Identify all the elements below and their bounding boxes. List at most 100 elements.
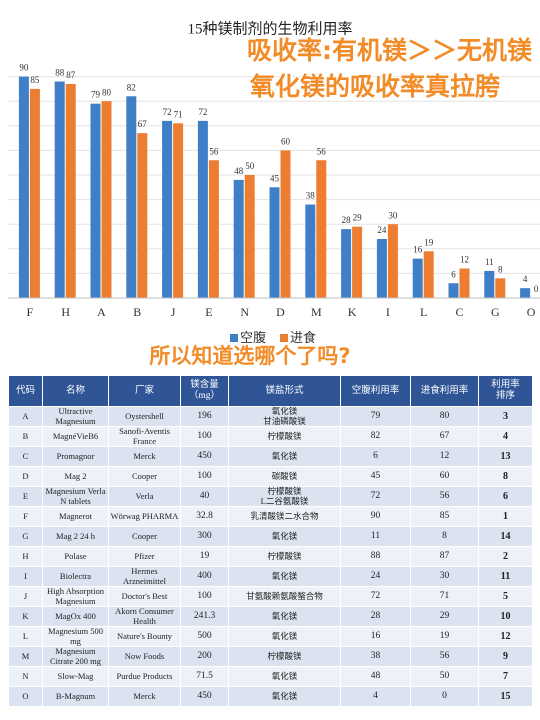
table-cell: 19 <box>410 626 479 647</box>
table-cell: 67 <box>410 426 479 447</box>
table-cell: 196 <box>180 406 229 427</box>
bar <box>269 187 280 298</box>
x-tick-label: O <box>527 305 536 319</box>
data-label: 50 <box>245 161 255 171</box>
table-cell: 1 <box>478 506 533 527</box>
table-cell: Oystershell <box>108 406 181 427</box>
x-tick-label: C <box>455 305 463 319</box>
data-label: 48 <box>234 166 244 176</box>
legend-swatch <box>280 334 288 342</box>
table-cell: Mag 2 24 h <box>42 526 109 547</box>
table-cell: 72 <box>340 486 411 507</box>
bar <box>459 268 470 298</box>
table-row: C Promagnor Merck 450 氧化镁 6 12 13 <box>8 446 533 467</box>
table-cell: 6 <box>478 486 533 507</box>
x-tick-label: I <box>386 305 390 319</box>
table-cell: Nature's Bounty <box>108 626 181 647</box>
table-cell: 碳酸镁 <box>228 466 341 487</box>
table-cell: F <box>8 506 43 527</box>
table-cell: Sanofi-Aventis France <box>108 426 181 447</box>
table-cell: 12 <box>410 446 479 467</box>
table-row: E Magnesium Verla N tablets Verla 40 柠檬酸镁 L二… <box>8 486 533 507</box>
data-label: 90 <box>19 63 29 73</box>
table-cell: Doctor's Best <box>108 586 181 607</box>
annotation: 所以知道选哪个了吗? <box>149 344 350 368</box>
table-cell: Pfizer <box>108 546 181 567</box>
table-cell: 8 <box>410 526 479 547</box>
table-cell: 0 <box>410 686 479 707</box>
data-label: 67 <box>138 119 148 129</box>
table-cell: H <box>8 546 43 567</box>
annotation: 氧化镁的吸收率真拉胯 <box>249 72 500 101</box>
legend-swatch <box>230 334 238 342</box>
x-tick-label: M <box>311 305 322 319</box>
table-cell: 氧化镁 <box>228 626 341 647</box>
table-cell: Magnesium Verla N tablets <box>42 486 109 507</box>
table-cell: 2 <box>478 546 533 567</box>
table-cell: L <box>8 626 43 647</box>
bar <box>137 133 148 298</box>
table-body: A Ultractive Magnesium Oystershell 196 氧化镁 甘… <box>8 406 533 707</box>
table-cell: Cooper <box>108 526 181 547</box>
table-cell: 48 <box>340 666 411 687</box>
data-label: 28 <box>342 215 352 225</box>
table-cell: 56 <box>410 486 479 507</box>
table-row: J High Absorption Magnesium Doctor's Best 1… <box>8 586 533 607</box>
table-cell: 甘氨酸赖氨酸螯合物 <box>228 586 341 607</box>
table-cell: I <box>8 566 43 587</box>
table-cell: Biolectra <box>42 566 109 587</box>
table-cell: M <box>8 646 43 667</box>
table-cell: 氧化镁 甘油磷酸镁 <box>228 406 341 427</box>
table-cell: 88 <box>340 546 411 567</box>
data-table: 代码 名称 厂家 镁含量 （mg） 镁盐形式 空腹利用率 进食利用率 利用率 排序 A Ultr… <box>8 375 533 707</box>
table-cell: 200 <box>180 646 229 667</box>
bar <box>173 123 184 298</box>
table-cell: 柠檬酸镁 <box>228 646 341 667</box>
table-cell: 100 <box>180 426 229 447</box>
bar <box>54 81 65 299</box>
header-cell: 镁盐形式 <box>228 375 341 407</box>
table-cell: O <box>8 686 43 707</box>
data-label: 19 <box>424 237 434 247</box>
table-cell: MagOx 400 <box>42 606 109 627</box>
table-cell: 500 <box>180 626 229 647</box>
table-cell: 氧化镁 <box>228 606 341 627</box>
bar <box>162 120 173 298</box>
data-label: 56 <box>209 146 219 156</box>
table-cell: Ultractive Magnesium <box>42 406 109 427</box>
table-cell: A <box>8 406 43 427</box>
table-cell: 56 <box>410 646 479 667</box>
table-cell: G <box>8 526 43 547</box>
x-tick-label: D <box>276 305 285 319</box>
table-cell: Merck <box>108 446 181 467</box>
table-cell: 28 <box>340 606 411 627</box>
table-cell: 450 <box>180 446 229 467</box>
bar <box>448 283 459 298</box>
table-cell: 14 <box>478 526 533 547</box>
data-label: 4 <box>523 274 528 284</box>
table-cell: 50 <box>410 666 479 687</box>
bar <box>316 160 327 298</box>
table-cell: 6 <box>340 446 411 467</box>
header-cell: 代码 <box>8 375 43 407</box>
table-cell: 71.5 <box>180 666 229 687</box>
table-cell: 24 <box>340 566 411 587</box>
table-cell: 氧化镁 <box>228 566 341 587</box>
x-tick-label: K <box>348 305 357 319</box>
table-cell: Magnesium Citrate 200 mg <box>42 646 109 667</box>
data-label: 88 <box>55 68 65 78</box>
bar <box>520 288 531 298</box>
x-tick-label: G <box>491 305 500 319</box>
table-row: G Mag 2 24 h Cooper 300 氧化镁 11 8 14 <box>8 526 533 547</box>
table-cell: 氧化镁 <box>228 526 341 547</box>
table-cell: Hermes Arzneimittel <box>108 566 181 587</box>
data-label: 60 <box>281 136 291 146</box>
bar <box>126 96 137 298</box>
bar <box>341 229 352 298</box>
table-row: M Magnesium Citrate 200 mg Now Foods 200 柠檬酸… <box>8 646 533 667</box>
data-label: 6 <box>451 269 456 279</box>
bar <box>244 175 255 298</box>
bar <box>280 150 291 298</box>
table-cell: K <box>8 606 43 627</box>
table-row: A Ultractive Magnesium Oystershell 196 氧化镁 甘… <box>8 406 533 427</box>
